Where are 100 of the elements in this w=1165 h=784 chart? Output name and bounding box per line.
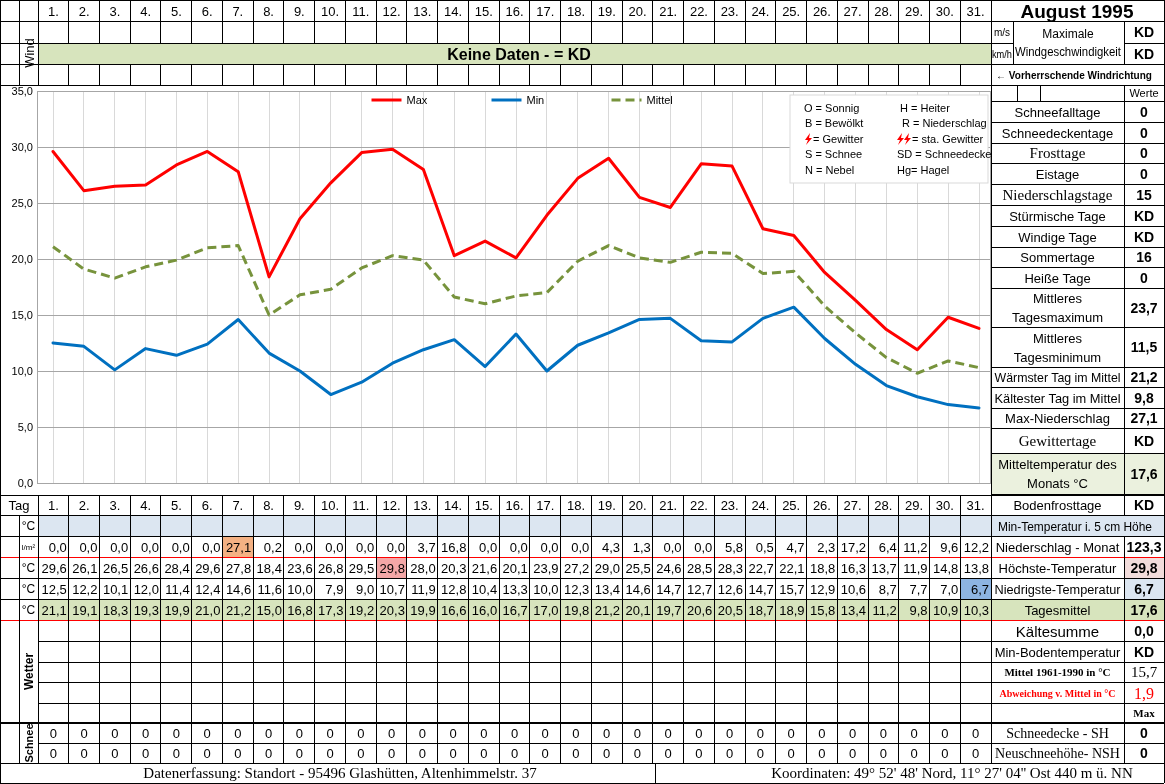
x-tick-label: 3. <box>109 497 121 513</box>
text: KD <box>1133 207 1155 224</box>
category-label: 7. <box>232 3 244 18</box>
annotation: R = Niederschlag <box>902 117 987 129</box>
data-label: 16,0 <box>471 602 498 617</box>
x-tick-label: 30. <box>935 497 954 513</box>
data-label: 12,0 <box>133 581 159 596</box>
text: 0 <box>80 725 88 741</box>
text: Maximale Windgeschwindigkeit <box>1015 27 1128 59</box>
text: 27,1 <box>1130 410 1158 426</box>
data-label: 19,9 <box>410 602 436 617</box>
text: 0 <box>633 725 642 741</box>
data-label: 16,7 <box>502 602 528 617</box>
text: 4,3 <box>602 539 621 554</box>
data-label: 12,2 <box>72 581 98 596</box>
category-label: 6. <box>201 3 213 18</box>
data-label: 15,8 <box>809 602 836 617</box>
annotation: Hg= Hagel <box>897 164 950 176</box>
data-label: 22,1 <box>779 560 805 575</box>
text: 0 <box>787 745 795 761</box>
x-tick-label: 16. <box>505 497 524 513</box>
text: 0 <box>1140 165 1149 182</box>
text: 0 <box>111 745 119 761</box>
text: Stürmische Tage <box>1009 208 1106 223</box>
text: 0 <box>449 725 457 741</box>
data-label: 28,4 <box>164 560 190 575</box>
text: 0 <box>141 745 150 761</box>
text: 0 <box>633 745 642 761</box>
category-label: 30. <box>935 3 954 18</box>
text: 0 <box>941 725 949 741</box>
text: 0 <box>849 725 857 741</box>
text: 0 <box>1140 103 1149 120</box>
data-label: 19,9 <box>164 602 190 617</box>
text: 0,0 <box>694 539 713 554</box>
x-tick-label: 1. <box>47 497 59 513</box>
data-label: 10,0 <box>533 581 559 596</box>
category-label: 5. <box>170 3 182 18</box>
data-label: 10,4 <box>471 581 498 596</box>
category-label: 31. <box>966 3 985 18</box>
data-label: 9,0 <box>356 581 375 596</box>
text: KD <box>1133 496 1155 513</box>
text: 0 <box>1140 124 1149 141</box>
data-label: 27,2 <box>564 560 590 575</box>
text: Schneedeckentage <box>1001 125 1114 140</box>
data-label: 27,8 <box>225 560 252 575</box>
text: Höchste-Temperatur <box>998 560 1118 575</box>
text: 1,3 <box>632 539 651 554</box>
text: 0,0 <box>48 539 67 554</box>
data-label: 10,9 <box>932 602 959 617</box>
text: 0,0 <box>509 539 528 554</box>
text: 0 <box>849 745 857 761</box>
data-label: 15,0 <box>256 602 282 617</box>
text: Tag <box>8 497 30 513</box>
data-label: 21,2 <box>594 602 621 617</box>
text: 0 <box>357 745 365 761</box>
data-label: 28,5 <box>687 560 713 575</box>
category-label: 17. <box>536 3 555 18</box>
annotation: H = Heiter <box>900 102 951 114</box>
data-label: 10,6 <box>840 581 867 596</box>
category-label: 11. <box>352 3 370 18</box>
text: 1,9 <box>1134 684 1154 701</box>
data-label: 12,5 <box>41 581 67 596</box>
data-label: 29,6 <box>41 560 67 575</box>
data-label: 21,0 <box>195 602 221 617</box>
text: Heiße Tage <box>1024 270 1091 285</box>
x-tick-label: 9. <box>293 497 305 513</box>
data-label: 29,5 <box>348 560 375 575</box>
data-label: 7,9 <box>325 581 344 596</box>
x-tick-label: 11. <box>352 497 370 513</box>
x-tick-label: 25. <box>782 497 801 513</box>
x-tick-label: 31. <box>966 497 985 513</box>
annotation: SD = Schneedecke <box>897 148 992 160</box>
data-label: 11,9 <box>903 560 928 575</box>
text: 0 <box>603 725 611 741</box>
data-label: 13,8 <box>963 560 989 575</box>
text: 0 <box>541 745 549 761</box>
text: KD <box>1133 24 1155 40</box>
data-label: 14,7 <box>748 581 774 596</box>
text: 0 <box>756 725 765 741</box>
text: Schnee <box>23 723 35 763</box>
text: 0 <box>879 745 888 761</box>
data-label: 22,7 <box>748 560 774 575</box>
y-tick-label: 30,0 <box>11 141 33 154</box>
data-label: 28,0 <box>410 560 436 575</box>
text: 0,5 <box>755 539 774 554</box>
data-label: 11,6 <box>257 581 282 596</box>
data-label: 18,8 <box>809 560 836 575</box>
data-label: 12,7 <box>687 581 713 596</box>
data-label: 9,8 <box>909 602 928 617</box>
y-tick-label: 10,0 <box>11 365 33 378</box>
text: 0 <box>910 745 918 761</box>
x-tick-label: 5. <box>170 497 182 513</box>
category-label: 4. <box>140 3 152 18</box>
text: KD <box>1133 45 1155 62</box>
text: 0,0 <box>140 539 159 554</box>
legend-label: Mittel <box>646 94 673 106</box>
text: 9,6 <box>940 539 959 554</box>
text: Keine Daten - = KD <box>447 45 591 62</box>
data-label: 28,3 <box>717 560 744 575</box>
text: ← Vorherrschende Windrichtung <box>996 69 1152 80</box>
